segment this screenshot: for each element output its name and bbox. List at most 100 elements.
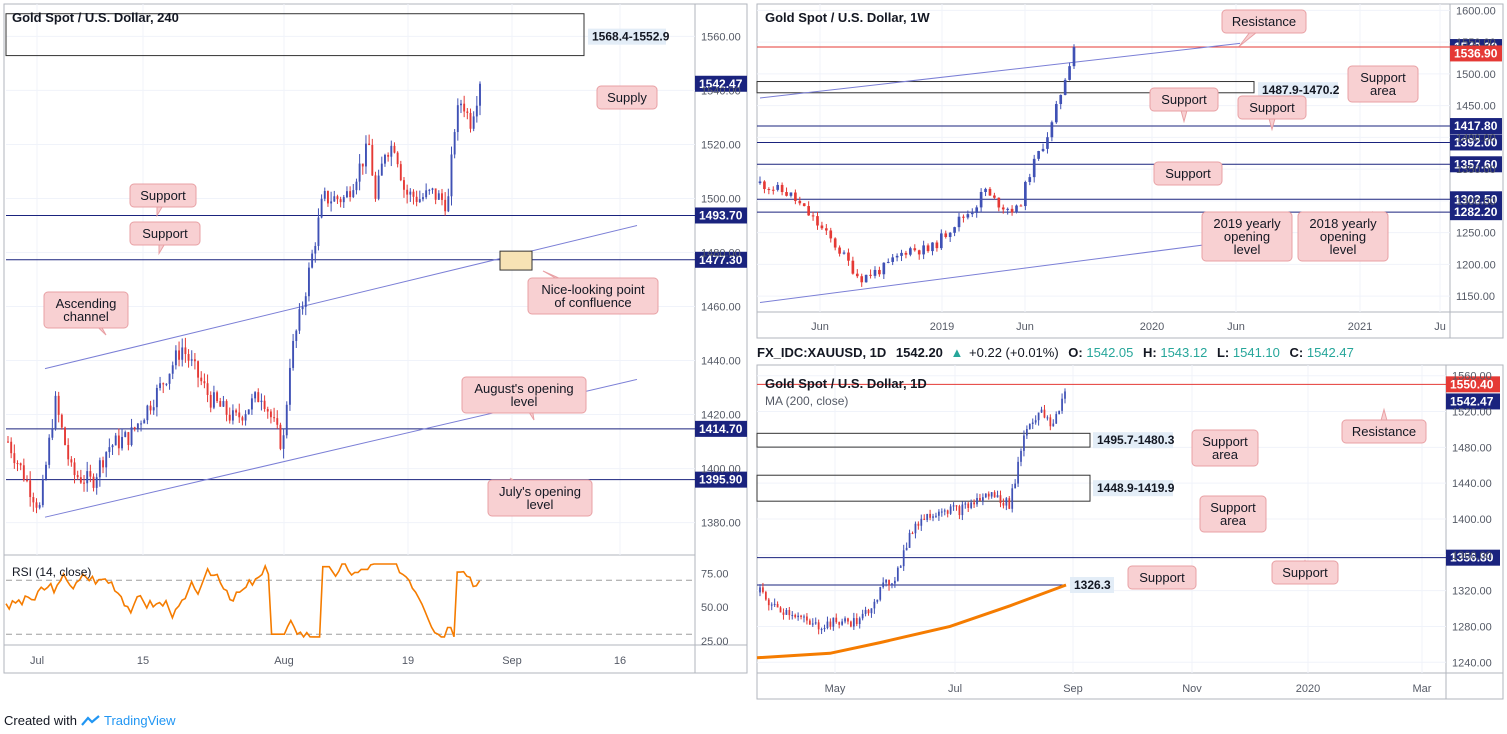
footer-prefix: Created with	[4, 712, 77, 728]
candle-body	[1001, 207, 1005, 210]
candle-body	[453, 132, 456, 155]
candle-body	[1043, 409, 1046, 418]
support-callout-line: Support	[1161, 92, 1207, 107]
candle-body	[979, 498, 981, 501]
level-price-tag-text: 1417.80	[1454, 119, 1498, 133]
candle-body	[842, 252, 846, 254]
candle-body	[931, 242, 934, 252]
candle-body	[127, 432, 130, 446]
candle-body	[847, 252, 850, 261]
candle-body	[979, 191, 983, 208]
support-callout-line: Support	[142, 226, 188, 241]
candle-body	[1015, 205, 1018, 213]
level-price-tag: 1477.30	[695, 251, 747, 268]
candle-body	[886, 261, 890, 263]
candle-body	[346, 191, 348, 198]
support-area-tag: 1487.9-1470.2	[1258, 82, 1340, 99]
candle-body	[867, 609, 870, 614]
candle-body	[864, 609, 867, 614]
candle-body	[935, 515, 937, 517]
candle-body	[1046, 417, 1049, 419]
support-callout-line: Support	[1249, 100, 1295, 115]
support-callout-line: Support	[140, 188, 186, 203]
candle-body	[317, 217, 320, 246]
level-price-tag: 1282.20	[1450, 204, 1502, 221]
candle-body	[758, 181, 762, 184]
candle-body	[803, 616, 805, 618]
candle-body	[216, 392, 219, 402]
supply-zone-box	[5, 13, 585, 57]
candle-body	[456, 105, 459, 133]
candle-body	[422, 197, 424, 200]
support-area-tag-bg	[1258, 82, 1338, 99]
candle-body	[1019, 205, 1023, 207]
y-tick-label: 1150.00	[1456, 291, 1495, 303]
x-tick-label: Mar	[1413, 683, 1432, 695]
rsi-tick-label: 75.00	[701, 568, 729, 580]
candle-body	[976, 498, 978, 505]
candle-body	[1063, 79, 1067, 95]
candle-body	[911, 532, 914, 534]
candle-body	[873, 269, 877, 276]
candle-body	[79, 477, 82, 483]
support-area-tag-text: 1487.9-1470.2	[1262, 83, 1340, 97]
candle-body	[860, 276, 864, 283]
candle-body	[1061, 398, 1063, 411]
current-price-tag-text: 1542.47	[1450, 394, 1494, 408]
candle-body	[767, 189, 771, 191]
candle-body	[206, 383, 209, 395]
candle-body	[841, 621, 843, 625]
candle-body	[944, 233, 948, 237]
candle-body	[16, 463, 19, 465]
candle-body	[301, 306, 304, 310]
support-callout: Support	[1237, 95, 1307, 132]
candle-body	[102, 460, 104, 468]
candle-body	[1017, 461, 1019, 484]
candle-body	[855, 618, 858, 625]
candle-body	[858, 618, 861, 625]
candle-body	[212, 392, 215, 408]
candle-body	[479, 83, 481, 106]
candle-body	[285, 404, 288, 436]
candle-body	[882, 262, 886, 275]
confluence-box	[499, 250, 533, 271]
candle-body	[320, 198, 323, 218]
level-price-tag-bg	[695, 207, 747, 224]
support-area-callout-line: area	[1212, 447, 1239, 462]
x-tick-label: Sep	[1063, 683, 1083, 695]
candle-body	[165, 383, 168, 385]
candle-body	[864, 274, 868, 283]
candle-body	[817, 622, 820, 630]
level-price-tag-text: 1357.60	[1454, 157, 1498, 171]
candle-body	[957, 216, 961, 228]
resistance-callout-line: Resistance	[1352, 424, 1416, 439]
level-price-tag-bg	[1446, 549, 1500, 566]
candle-body	[174, 350, 177, 366]
candle-body	[1025, 429, 1028, 436]
candle-body	[900, 252, 903, 256]
candle-body	[190, 359, 193, 361]
candle-body	[377, 175, 380, 199]
candle-body	[342, 197, 345, 203]
level-price-tag-bg	[695, 251, 747, 268]
y-tick-label: 1480.00	[1452, 442, 1492, 454]
candle-body	[22, 465, 25, 481]
open-label: O:	[1068, 345, 1082, 360]
support-area-tag-text: 1495.7-1480.3	[1097, 433, 1175, 447]
y-tick-label: 1200.00	[1456, 259, 1496, 271]
level-price-tag-text: 1302.50	[1454, 192, 1498, 206]
candle-body	[967, 503, 970, 508]
candle-body	[902, 550, 905, 567]
x-tick-label: 15	[137, 655, 149, 667]
resistance-callout: Resistance	[1341, 407, 1427, 444]
candle-body	[958, 506, 961, 516]
y-tick-label: 1240.00	[1452, 657, 1492, 669]
candle-body	[780, 184, 784, 193]
candle-body	[355, 181, 358, 191]
footer-brand[interactable]: TradingView	[103, 712, 176, 728]
candle-body	[993, 195, 996, 198]
candle-body	[282, 435, 285, 449]
candle-body	[437, 193, 440, 200]
